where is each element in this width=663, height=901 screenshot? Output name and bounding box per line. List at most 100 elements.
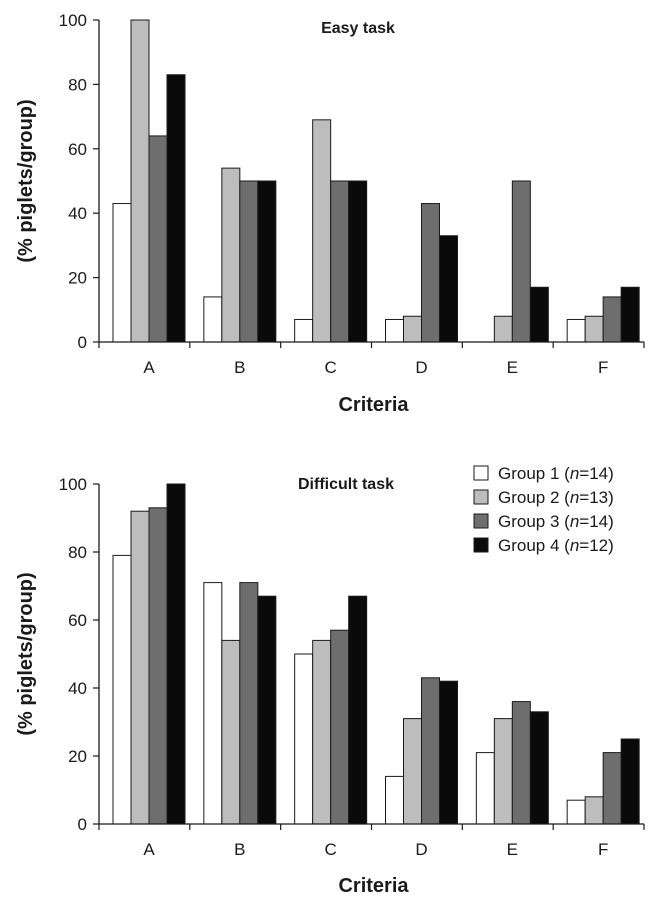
chart-title: Easy task	[321, 20, 395, 37]
legend-swatch	[473, 537, 489, 553]
legend-label: Group 3 (n=14)	[498, 512, 614, 531]
bar	[511, 701, 531, 825]
bar	[294, 653, 314, 825]
legend-label-n: n	[570, 488, 579, 507]
bar	[203, 582, 223, 825]
legend-label-prefix: Group 4 (	[498, 536, 570, 555]
bar	[620, 286, 640, 343]
y-tick-label: 0	[78, 333, 87, 352]
x-tick-label: E	[507, 840, 518, 859]
x-tick-label: F	[598, 840, 608, 859]
bar	[475, 752, 495, 825]
bar	[257, 180, 277, 343]
bar	[294, 318, 314, 343]
bar	[493, 315, 513, 343]
x-tick-label: B	[234, 358, 245, 377]
x-axis-title: Criteria	[338, 394, 409, 416]
legend-swatch	[473, 513, 489, 529]
legend-label-prefix: Group 2 (	[498, 488, 570, 507]
legend-swatch	[473, 489, 489, 505]
legend: Group 1 (n=14)Group 2 (n=13)Group 3 (n=1…	[473, 464, 614, 555]
bar	[403, 718, 422, 825]
x-tick-label: D	[415, 358, 427, 377]
x-tick-label: C	[325, 840, 337, 859]
y-axis-title: (% piglets/group)	[15, 99, 37, 262]
bar	[602, 752, 622, 825]
y-tick-label: 40	[68, 204, 87, 223]
bar	[148, 507, 168, 825]
bar	[529, 286, 549, 343]
bar	[312, 639, 332, 825]
legend-label-suffix: =12)	[579, 536, 614, 555]
legend-item: Group 4 (n=12)	[473, 536, 614, 555]
bar	[348, 180, 368, 343]
x-tick-label: E	[507, 358, 518, 377]
bar	[511, 180, 531, 343]
bar	[112, 554, 132, 825]
bar	[312, 119, 332, 343]
legend-label-n: n	[570, 512, 579, 531]
difficult-task-panel: 0 20 40 60 80 100 A B C D E F Criteria (% piglets/gro…	[15, 475, 645, 897]
bar	[493, 718, 513, 825]
legend-label-suffix: =13)	[579, 488, 614, 507]
bar	[348, 595, 368, 825]
y-tick-label: 100	[59, 11, 87, 30]
legend-label-prefix: Group 3 (	[498, 512, 570, 531]
legend-label-suffix: =14)	[579, 512, 614, 531]
y-tick-label: 80	[68, 75, 87, 94]
y-tick-label: 20	[68, 747, 87, 766]
bar	[130, 19, 150, 343]
y-axis-title: (% piglets/group)	[15, 572, 37, 735]
legend-swatch	[473, 465, 489, 481]
legend-label: Group 4 (n=12)	[498, 536, 614, 555]
bar	[257, 595, 277, 825]
bar	[203, 296, 223, 343]
bar	[221, 639, 241, 825]
x-tick-label: B	[234, 840, 245, 859]
y-tick-label: 60	[68, 611, 87, 630]
y-tick-label: 40	[68, 679, 87, 698]
legend-label-prefix: Group 1 (	[498, 464, 570, 483]
bar	[330, 629, 350, 825]
bar	[330, 180, 350, 343]
bar	[403, 315, 422, 343]
y-tick-label: 60	[68, 140, 87, 159]
y-tick-label: 20	[68, 269, 87, 288]
y-tick-label: 100	[59, 475, 87, 494]
bar	[439, 680, 458, 825]
bar	[566, 799, 586, 825]
bar	[221, 167, 241, 343]
bar	[239, 582, 259, 825]
chart-title: Difficult task	[298, 476, 394, 493]
y-tick-label: 80	[68, 543, 87, 562]
y-tick-label: 0	[78, 815, 87, 834]
bar	[239, 180, 259, 343]
bar	[584, 796, 604, 825]
legend-label-n: n	[570, 464, 579, 483]
easy-task-panel: 0 20 40 60 80 100 A B C D E F Criteria (% piglets/gro…	[15, 11, 645, 416]
legend-item: Group 2 (n=13)	[473, 488, 614, 507]
bar	[112, 203, 132, 343]
x-tick-label: A	[143, 358, 155, 377]
x-axis-title: Criteria	[338, 875, 409, 897]
bar	[166, 74, 186, 343]
bar	[421, 677, 440, 825]
bar	[421, 203, 440, 343]
bar	[620, 738, 640, 825]
bar	[584, 315, 604, 343]
x-tick-label: A	[143, 840, 155, 859]
bar	[566, 318, 586, 343]
legend-item: Group 3 (n=14)	[473, 512, 614, 531]
x-tick-label: D	[415, 840, 427, 859]
bar	[148, 135, 168, 343]
legend-label: Group 1 (n=14)	[498, 464, 614, 483]
bar	[166, 483, 186, 825]
bar	[529, 711, 549, 825]
bar	[385, 775, 404, 825]
legend-item: Group 1 (n=14)	[473, 464, 614, 483]
bar	[385, 318, 404, 343]
legend-label-n: n	[570, 536, 579, 555]
bar	[439, 235, 458, 343]
legend-label: Group 2 (n=13)	[498, 488, 614, 507]
